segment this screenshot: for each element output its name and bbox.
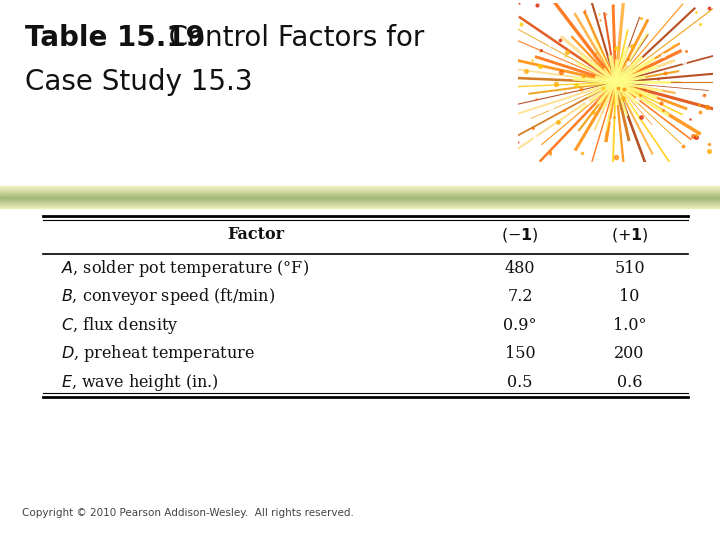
Bar	[0, 207, 720, 208]
Text: 200: 200	[614, 346, 645, 362]
Bar	[0, 202, 720, 203]
Bar	[0, 203, 720, 204]
Bar	[0, 192, 720, 193]
Bar	[0, 189, 720, 190]
Text: 150: 150	[505, 346, 536, 362]
Text: $(-\mathbf{1})$: $(-\mathbf{1})$	[501, 226, 539, 244]
Bar	[0, 191, 720, 192]
Bar	[0, 194, 720, 195]
Bar	[0, 186, 720, 187]
Text: $A$, solder pot temperature (°F): $A$, solder pot temperature (°F)	[61, 258, 309, 279]
Bar	[0, 198, 720, 199]
Text: 0.5: 0.5	[508, 374, 533, 391]
Text: 510: 510	[614, 260, 645, 276]
Bar	[0, 195, 720, 196]
Bar	[0, 190, 720, 191]
Text: 480: 480	[505, 260, 535, 276]
Text: Case Study 15.3: Case Study 15.3	[25, 68, 253, 96]
Text: Table 15.19: Table 15.19	[25, 24, 205, 52]
Text: 55: 55	[657, 503, 685, 523]
Text: $C$, flux density: $C$, flux density	[61, 315, 179, 336]
Text: 0.9°: 0.9°	[503, 317, 537, 334]
Bar	[0, 199, 720, 200]
Bar	[0, 197, 720, 198]
Bar	[0, 187, 720, 188]
Text: Copyright © 2010 Pearson Addison-Wesley.  All rights reserved.: Copyright © 2010 Pearson Addison-Wesley.…	[22, 508, 354, 518]
Text: 1.0°: 1.0°	[613, 317, 647, 334]
Text: $(+\mathbf{1})$: $(+\mathbf{1})$	[611, 226, 649, 244]
Text: 10: 10	[619, 288, 640, 305]
Bar	[0, 200, 720, 201]
Text: Control Factors for: Control Factors for	[151, 24, 425, 52]
Bar	[0, 196, 720, 197]
Bar	[0, 188, 720, 189]
Text: 7.2: 7.2	[508, 288, 533, 305]
Bar	[0, 204, 720, 205]
Bar	[0, 201, 720, 202]
Bar	[0, 193, 720, 194]
Text: $D$, preheat temperature: $D$, preheat temperature	[61, 343, 255, 364]
Bar	[0, 205, 720, 206]
Bar	[0, 206, 720, 207]
Text: $B$, conveyor speed (ft/min): $B$, conveyor speed (ft/min)	[61, 286, 276, 307]
Text: Factor: Factor	[228, 226, 284, 244]
Text: $E$, wave height (in.): $E$, wave height (in.)	[61, 372, 219, 393]
Text: 0.6: 0.6	[617, 374, 642, 391]
